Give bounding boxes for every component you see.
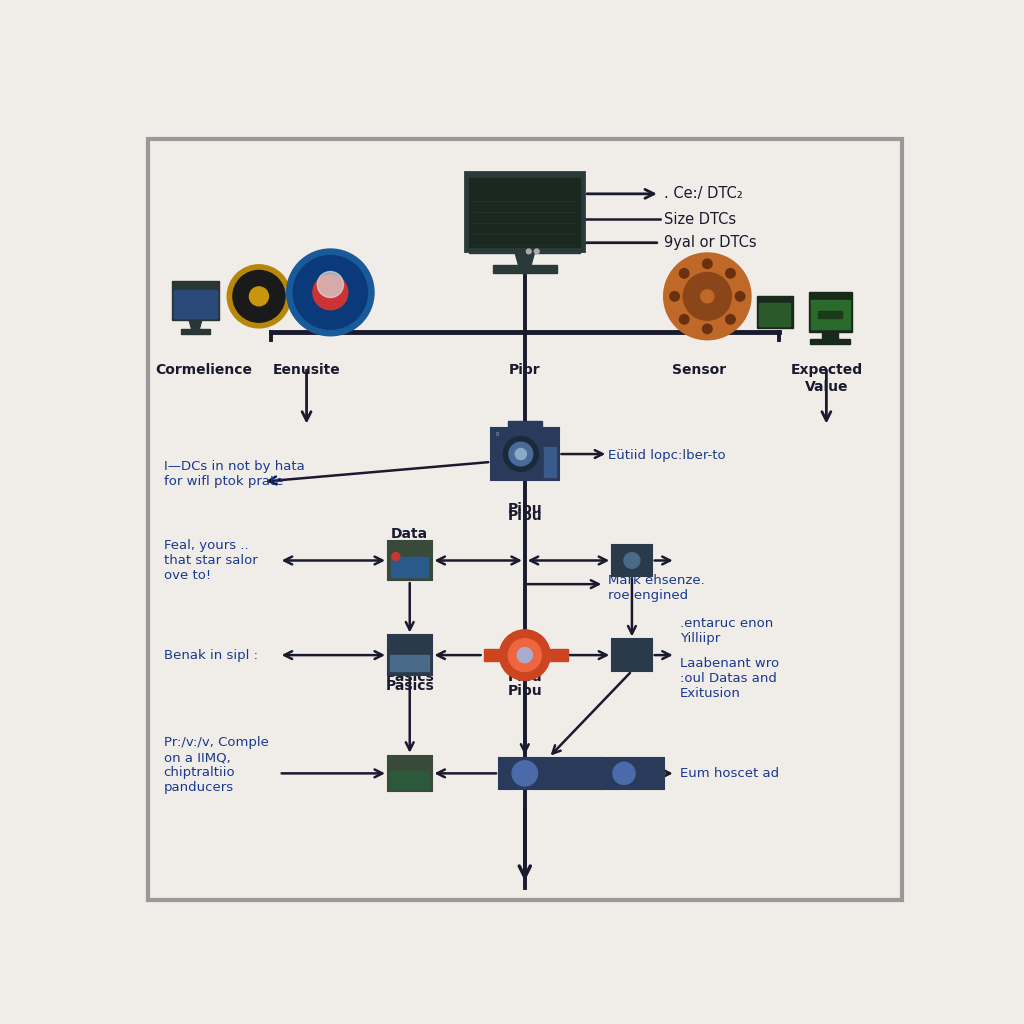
Text: Pr:/v:/v, Comple
on a IIMQ,
chiptraltiio
panducers: Pr:/v:/v, Comple on a IIMQ, chiptraltiio…	[164, 736, 268, 795]
Circle shape	[735, 292, 744, 301]
Bar	[483, 649, 501, 662]
Circle shape	[287, 249, 374, 336]
Circle shape	[535, 249, 539, 254]
Bar	[612, 545, 652, 577]
Text: Pasics: Pasics	[385, 679, 434, 693]
Circle shape	[726, 314, 735, 324]
Circle shape	[726, 268, 735, 279]
Circle shape	[679, 268, 689, 279]
Bar	[811, 339, 850, 344]
Bar	[818, 310, 842, 318]
Text: Eum hoscet ad: Eum hoscet ad	[680, 767, 778, 780]
Bar	[172, 281, 219, 319]
Circle shape	[293, 256, 368, 330]
Circle shape	[250, 287, 268, 306]
Text: .entaruc enon
Yilliipr: .entaruc enon Yilliipr	[680, 617, 773, 645]
Text: Eenusite: Eenusite	[272, 364, 340, 378]
Text: Mark ehsenze.
roe engined: Mark ehsenze. roe engined	[608, 574, 705, 602]
Text: Expected
Value: Expected Value	[791, 364, 862, 393]
Bar	[469, 248, 581, 253]
Bar	[499, 758, 602, 790]
Bar	[388, 756, 431, 792]
Text: Cormelience: Cormelience	[155, 364, 252, 378]
Bar	[508, 421, 542, 432]
Bar	[612, 639, 652, 671]
Circle shape	[508, 639, 542, 672]
Circle shape	[517, 647, 532, 663]
Circle shape	[526, 249, 531, 254]
Text: Eütiid lopc:lber-to: Eütiid lopc:lber-to	[608, 450, 726, 462]
Bar	[388, 541, 431, 581]
Circle shape	[317, 271, 343, 298]
Circle shape	[679, 314, 689, 324]
Circle shape	[613, 762, 635, 784]
Circle shape	[670, 292, 679, 301]
Bar	[757, 296, 793, 328]
Text: 9yal or DTCs: 9yal or DTCs	[664, 236, 757, 250]
Bar	[390, 655, 429, 671]
Circle shape	[700, 290, 714, 303]
Text: Pibu: Pibu	[508, 670, 542, 684]
Text: Pibu: Pibu	[508, 684, 542, 698]
Bar	[469, 178, 581, 249]
Bar	[600, 758, 664, 790]
Text: Data: Data	[391, 527, 428, 542]
Text: . Ce:/ DTC₂: . Ce:/ DTC₂	[664, 186, 742, 202]
Bar	[550, 649, 567, 662]
Bar	[181, 330, 210, 334]
Circle shape	[504, 436, 539, 471]
Text: Feal, yours ..
that star salor
ove to!: Feal, yours .. that star salor ove to!	[164, 539, 257, 582]
Text: B: B	[495, 432, 499, 437]
Bar	[388, 635, 431, 675]
Bar	[465, 172, 585, 251]
Circle shape	[664, 253, 751, 340]
Polygon shape	[515, 253, 535, 270]
Circle shape	[232, 270, 285, 323]
Polygon shape	[189, 319, 202, 332]
Circle shape	[624, 553, 640, 568]
Text: Pasics: Pasics	[385, 670, 434, 684]
Circle shape	[392, 553, 399, 560]
Text: Pibr: Pibr	[509, 364, 541, 378]
Circle shape	[313, 275, 348, 309]
Circle shape	[702, 259, 712, 268]
Circle shape	[515, 449, 526, 460]
Bar	[174, 290, 217, 317]
Bar	[811, 300, 850, 330]
Text: Pibu: Pibu	[508, 502, 542, 516]
Text: Laabenant wro
:oul Datas and
Exitusion: Laabenant wro :oul Datas and Exitusion	[680, 657, 778, 700]
Circle shape	[227, 265, 291, 328]
Circle shape	[500, 630, 550, 680]
Bar	[494, 265, 557, 273]
Text: Benak in sipl :: Benak in sipl :	[164, 648, 258, 662]
Text: Size DTCs: Size DTCs	[664, 212, 736, 226]
Circle shape	[512, 761, 538, 786]
Bar	[809, 293, 852, 332]
Bar	[492, 428, 558, 479]
Text: Sensor: Sensor	[673, 364, 726, 378]
Circle shape	[683, 272, 731, 321]
Text: I—DCs in not by hata
for wifl ptok prate: I—DCs in not by hata for wifl ptok prate	[164, 460, 304, 487]
Bar	[760, 303, 791, 326]
Bar	[544, 446, 556, 477]
Bar	[390, 771, 429, 788]
Bar	[822, 330, 839, 341]
Text: Pibu: Pibu	[508, 509, 542, 523]
Bar	[391, 557, 428, 578]
Circle shape	[509, 442, 532, 466]
Circle shape	[702, 325, 712, 334]
